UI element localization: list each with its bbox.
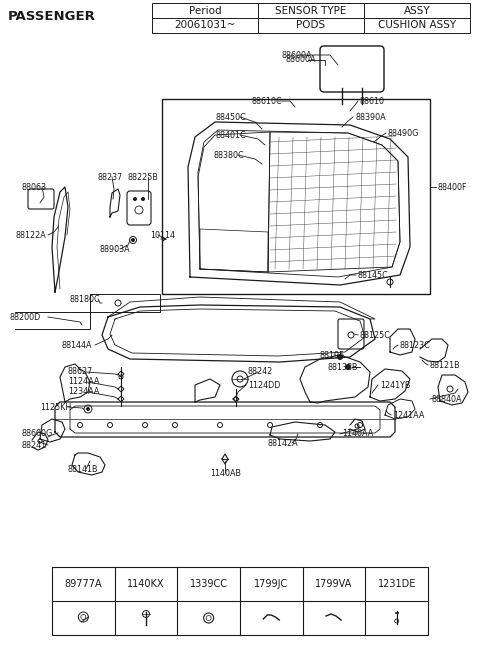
Text: 88063: 88063 (22, 182, 47, 192)
Circle shape (132, 239, 134, 241)
Text: 88225B: 88225B (128, 173, 159, 182)
Text: 88195: 88195 (320, 351, 345, 360)
Text: 88242: 88242 (248, 367, 273, 377)
Text: 88390A: 88390A (355, 113, 385, 122)
Text: 1124AA: 1124AA (68, 377, 99, 386)
Circle shape (337, 355, 343, 360)
Circle shape (86, 408, 89, 410)
Text: CUSHION ASSY: CUSHION ASSY (378, 21, 456, 30)
Text: 20061031~: 20061031~ (174, 21, 236, 30)
Text: 88125C: 88125C (360, 331, 391, 340)
Text: 88141B: 88141B (68, 465, 98, 474)
Bar (90, 294, 160, 312)
Text: PODS: PODS (297, 21, 325, 30)
Text: 10114: 10114 (150, 230, 175, 239)
Circle shape (346, 364, 350, 369)
Text: 1241AA: 1241AA (393, 410, 424, 419)
Text: 88903A: 88903A (100, 245, 131, 254)
Text: 1234AA: 1234AA (68, 388, 99, 397)
Text: 1140AA: 1140AA (342, 430, 373, 439)
Text: 88145C: 88145C (358, 270, 389, 280)
Text: Period: Period (189, 6, 221, 16)
Text: 88600A: 88600A (282, 50, 312, 60)
Text: 1799JC: 1799JC (254, 579, 288, 589)
Text: SENSOR TYPE: SENSOR TYPE (276, 6, 347, 16)
Text: 88122A: 88122A (15, 230, 46, 239)
Text: 88450C: 88450C (215, 113, 246, 122)
Text: 1799VA: 1799VA (315, 579, 353, 589)
Text: 88241: 88241 (22, 441, 47, 450)
Text: 1140KX: 1140KX (127, 579, 165, 589)
Text: 88142A: 88142A (268, 439, 299, 448)
Text: 88123C: 88123C (400, 340, 431, 349)
Text: 88627: 88627 (68, 367, 93, 377)
Bar (52, 567, 428, 635)
Text: ASSY: ASSY (404, 6, 430, 16)
Text: 88138B: 88138B (328, 362, 359, 371)
Text: 88840A: 88840A (432, 395, 463, 404)
Text: 1125KH: 1125KH (40, 402, 71, 411)
Text: 88144A: 88144A (62, 340, 93, 349)
Text: 88380C: 88380C (213, 151, 244, 160)
Bar (162, 99, 430, 294)
Text: 88490G: 88490G (388, 129, 420, 138)
Text: 88401C: 88401C (215, 131, 246, 140)
Text: 1124DD: 1124DD (248, 380, 280, 389)
Text: 88600G: 88600G (22, 428, 53, 437)
Text: 89777A: 89777A (64, 579, 102, 589)
Text: 88237: 88237 (97, 173, 122, 182)
Text: 88121B: 88121B (430, 360, 461, 369)
Text: 88600A: 88600A (285, 56, 315, 65)
Text: 1339CC: 1339CC (190, 579, 228, 589)
Text: 88610C: 88610C (252, 96, 283, 105)
Circle shape (142, 197, 144, 201)
Text: 88400F: 88400F (438, 182, 468, 192)
Text: PASSENGER: PASSENGER (8, 10, 96, 23)
Text: 1231DE: 1231DE (377, 579, 416, 589)
Circle shape (133, 197, 136, 201)
Text: 1140AB: 1140AB (210, 468, 241, 477)
Text: 88610: 88610 (360, 96, 385, 105)
Text: 88180C: 88180C (70, 294, 101, 303)
Text: 88200D: 88200D (10, 313, 41, 322)
Bar (152, 3, 470, 33)
Text: 1241YB: 1241YB (380, 380, 410, 389)
